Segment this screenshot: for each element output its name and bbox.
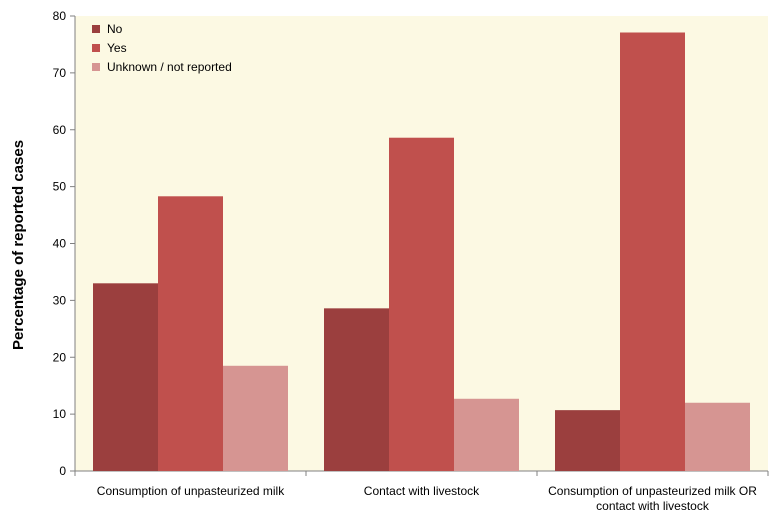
legend-label: Unknown / not reported: [107, 60, 232, 74]
legend-swatch: [92, 44, 100, 52]
bar-unknown-not-reported: [223, 365, 288, 471]
y-tick-label: 0: [59, 464, 66, 478]
bar-yes: [389, 137, 454, 471]
y-tick-label: 10: [53, 407, 67, 421]
bar-no: [555, 410, 620, 471]
bar-yes: [158, 196, 223, 471]
bar-yes: [620, 32, 685, 472]
bar-unknown-not-reported: [454, 398, 519, 471]
bar-no: [324, 308, 389, 471]
y-axis: 0 10 20 30 40 50 60 70 80: [53, 9, 76, 478]
x-tick-label: Contact with livestock: [364, 484, 480, 498]
y-tick-label: 20: [53, 350, 67, 364]
x-tick-label: Consumption of unpasteurized milk: [97, 484, 285, 498]
bar-unknown-not-reported: [685, 402, 750, 471]
y-tick-label: 50: [53, 180, 67, 194]
legend: No Yes Unknown / not reported: [92, 22, 232, 74]
y-tick-label: 60: [53, 123, 67, 137]
bars: [93, 32, 750, 472]
legend-label: Yes: [107, 41, 127, 55]
y-axis-label: Percentage of reported cases: [10, 140, 27, 350]
legend-swatch: [92, 63, 100, 71]
y-tick-label: 70: [53, 66, 67, 80]
x-tick-label: Consumption of unpasteurized milk OR: [548, 484, 757, 498]
y-tick-label: 80: [53, 9, 67, 23]
legend-label: No: [107, 22, 123, 36]
x-axis: Consumption of unpasteurized milk Contact…: [74, 470, 769, 513]
y-tick-label: 40: [53, 237, 67, 251]
y-tick-label: 30: [53, 293, 67, 307]
legend-swatch: [92, 25, 100, 33]
x-tick-label: contact with livestock: [596, 499, 710, 513]
bar-no: [93, 283, 158, 471]
